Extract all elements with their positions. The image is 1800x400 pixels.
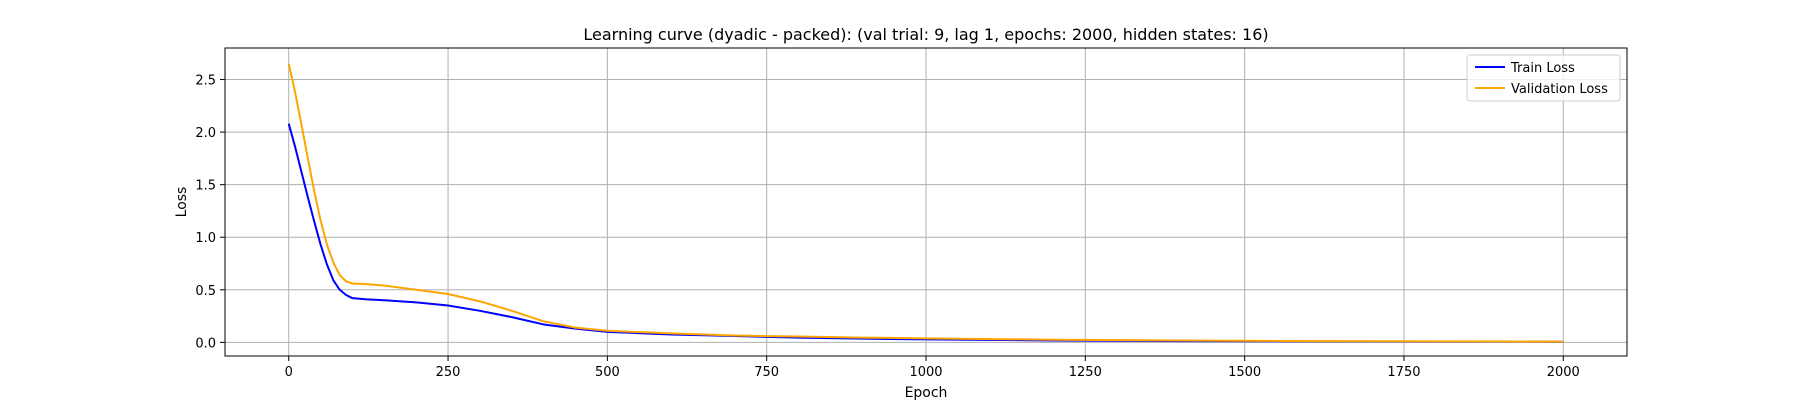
x-tick-label: 1250: [1069, 365, 1102, 380]
x-tick-label: 1500: [1228, 365, 1261, 380]
y-tick-label: 1.0: [195, 231, 216, 246]
x-tick-label: 250: [436, 365, 461, 380]
y-tick-label: 0.0: [195, 336, 216, 351]
x-tick-label: 1750: [1387, 365, 1420, 380]
legend-box: [1466, 54, 1621, 102]
x-tick-label: 750: [754, 365, 779, 380]
chart-title: Learning curve (dyadic - packed): (val t…: [583, 25, 1268, 44]
x-tick-label: 1000: [909, 365, 942, 380]
y-axis-label: Loss: [174, 187, 190, 218]
y-tick-label: 2.0: [195, 126, 216, 141]
y-tick-label: 1.5: [195, 179, 216, 194]
y-tick-label: 0.5: [195, 284, 216, 299]
ticks: 0 250 500 750 1000 1250 1500 1750 2000 0.0 0.5 1.0 1…: [195, 74, 1580, 380]
legend-label: Train Loss: [1510, 61, 1575, 76]
x-tick-label: 0: [285, 365, 293, 380]
x-tick-label: 2000: [1547, 365, 1580, 380]
x-tick-label: 500: [595, 365, 620, 380]
series-line-validation-loss: [287, 63, 1564, 343]
legend-label: Validation Loss: [1511, 82, 1608, 97]
legend: Train Loss Validation Loss: [1466, 54, 1621, 102]
x-axis-label: Epoch: [905, 385, 948, 400]
series-lines: [287, 63, 1564, 343]
y-tick-label: 2.5: [195, 74, 216, 89]
